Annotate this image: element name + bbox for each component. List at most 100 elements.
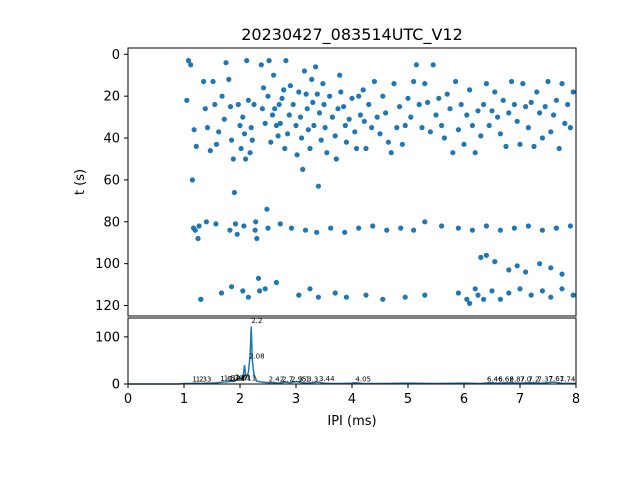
raster-point	[305, 127, 311, 133]
raster-point	[570, 292, 576, 298]
raster-point	[282, 145, 288, 152]
raster-point	[318, 137, 324, 143]
raster-point	[287, 83, 293, 89]
histogram-peak-label: 2.08	[249, 352, 265, 360]
raster-point	[430, 62, 436, 68]
raster-point	[531, 143, 537, 149]
raster-point	[241, 131, 248, 137]
raster-point	[315, 183, 321, 189]
raster-point	[221, 116, 227, 122]
raster-point	[218, 290, 225, 296]
raster-point	[388, 150, 394, 156]
raster-point	[309, 76, 315, 82]
raster-point	[286, 112, 292, 118]
raster-point	[249, 137, 255, 143]
raster-point	[455, 290, 461, 296]
raster-y-axis-label: t (s)	[73, 169, 88, 195]
raster-point	[539, 227, 546, 233]
raster-point	[230, 156, 236, 162]
raster-point	[258, 62, 264, 68]
raster-point	[402, 294, 408, 300]
raster-point	[343, 139, 349, 145]
raster-point	[185, 58, 192, 64]
raster-point	[201, 78, 207, 85]
raster-point	[453, 78, 459, 85]
raster-point	[553, 97, 560, 103]
raster-point	[356, 93, 362, 99]
histogram-x-tick-label: 4	[348, 392, 356, 407]
raster-point	[303, 91, 309, 97]
raster-point	[500, 97, 506, 103]
raster-point	[548, 129, 554, 135]
raster-point	[567, 223, 574, 229]
raster-point	[269, 112, 276, 118]
histogram-x-tick-label: 0	[124, 392, 132, 407]
raster-point	[439, 223, 445, 229]
raster-point	[391, 81, 397, 87]
raster-point	[441, 135, 447, 141]
raster-point	[193, 143, 199, 149]
raster-point	[380, 93, 386, 99]
raster-point	[534, 89, 540, 95]
raster-point	[238, 145, 244, 152]
raster-point	[324, 150, 330, 156]
raster-point	[299, 135, 305, 141]
raster-point	[497, 227, 503, 233]
raster-point	[357, 112, 363, 118]
raster-point	[301, 68, 307, 74]
raster-point	[469, 227, 475, 233]
raster-point	[212, 101, 218, 108]
raster-point	[281, 87, 287, 93]
raster-point	[226, 76, 232, 82]
histogram-x-tick-label: 1	[180, 392, 188, 407]
raster-point	[219, 93, 225, 99]
raster-point	[495, 114, 501, 120]
histogram-peak-label: 1.2	[192, 376, 203, 384]
raster-point	[525, 223, 532, 229]
raster-point	[503, 143, 509, 149]
raster-point	[302, 227, 309, 233]
raster-point	[203, 219, 209, 225]
raster-point	[399, 141, 405, 147]
histogram-peak-label: 6.62	[498, 376, 514, 384]
raster-point	[294, 152, 300, 158]
raster-point	[411, 227, 417, 233]
raster-point	[235, 101, 241, 108]
raster-point	[483, 223, 489, 229]
raster-point	[277, 120, 283, 126]
raster-point	[268, 139, 274, 145]
raster-point	[425, 99, 431, 105]
raster-point	[285, 131, 291, 137]
raster-point	[296, 292, 302, 298]
raster-point	[511, 101, 517, 108]
raster-point	[245, 97, 251, 103]
raster-point	[352, 129, 358, 135]
histogram-peak-label: 1.57	[224, 375, 240, 383]
raster-point	[514, 263, 520, 269]
raster-point	[232, 221, 239, 227]
raster-point	[413, 62, 419, 68]
raster-point	[315, 294, 321, 300]
raster-point	[411, 78, 417, 85]
raster-y-tick-label: 20	[103, 90, 120, 105]
histogram-peak-label: 7.74	[560, 376, 576, 384]
raster-point	[422, 219, 428, 225]
raster-point	[333, 156, 339, 162]
raster-point	[472, 286, 478, 292]
raster-point	[469, 122, 475, 129]
raster-y-tick-label: 60	[103, 173, 120, 188]
raster-point	[341, 104, 347, 110]
raster-point	[489, 108, 495, 114]
raster-point	[523, 269, 529, 275]
raster-point	[464, 112, 470, 118]
raster-point	[227, 104, 234, 110]
ipi-histogram-plot: 1.21.33 1.61.571.841.972.112.81 2.08 2.2 2.4…	[95, 317, 580, 407]
raster-point	[455, 225, 461, 231]
raster-point	[335, 106, 341, 112]
raster-point	[244, 58, 250, 64]
raster-point	[198, 296, 204, 302]
raster-point	[241, 223, 247, 229]
raster-point	[517, 141, 523, 147]
raster-point	[497, 296, 503, 302]
raster-point	[253, 219, 259, 225]
